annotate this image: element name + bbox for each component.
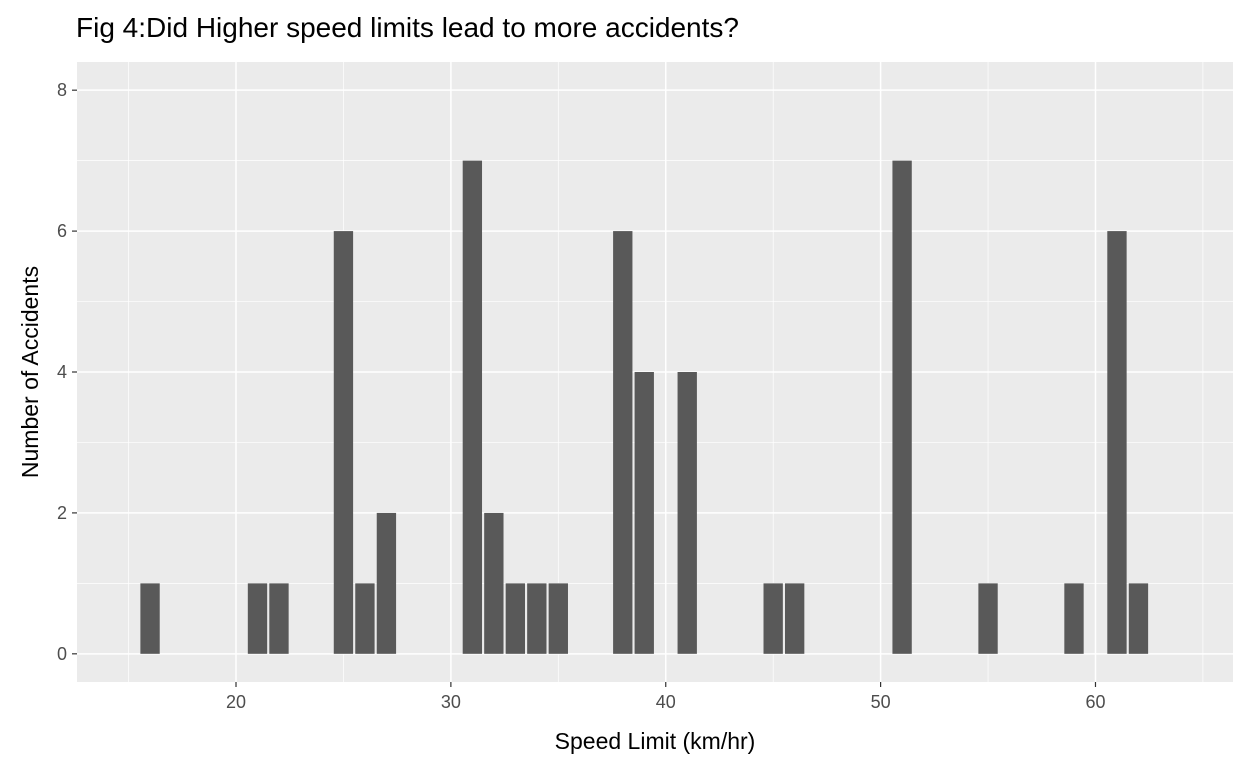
bar — [978, 583, 998, 654]
y-tick-label: 6 — [57, 221, 67, 241]
bars — [140, 160, 1149, 654]
axes: 20 30 40 50 60 0 2 4 6 8 — [57, 80, 1106, 712]
bar — [1107, 231, 1127, 654]
bar — [376, 512, 397, 654]
x-tick-label: 20 — [226, 692, 246, 712]
bar — [140, 583, 160, 654]
bar — [634, 372, 654, 654]
bar — [247, 583, 268, 654]
grid-lines — [77, 62, 1233, 682]
chart-title: Fig 4:Did Higher speed limits lead to mo… — [76, 12, 739, 43]
bar — [784, 583, 805, 654]
y-tick-label: 4 — [57, 362, 67, 382]
bar — [763, 583, 783, 654]
bar — [269, 583, 289, 654]
bar — [527, 583, 547, 654]
bar — [1128, 583, 1149, 654]
bar — [548, 583, 568, 654]
x-tick-label: 60 — [1085, 692, 1105, 712]
x-tick-label: 50 — [871, 692, 891, 712]
x-tick-label: 40 — [656, 692, 676, 712]
bar — [613, 231, 633, 654]
bar — [892, 160, 912, 654]
y-tick-label: 8 — [57, 80, 67, 100]
bar — [677, 372, 697, 654]
bar — [505, 583, 526, 654]
x-tick-label: 30 — [441, 692, 461, 712]
y-tick-label: 2 — [57, 503, 67, 523]
y-tick-label: 0 — [57, 644, 67, 664]
bar — [333, 231, 354, 654]
bar — [1064, 583, 1084, 654]
y-axis-title: Number of Accidents — [17, 266, 43, 478]
x-axis-title: Speed Limit (km/hr) — [555, 728, 756, 754]
bar — [484, 512, 504, 654]
bar — [355, 583, 375, 654]
bar — [462, 160, 483, 654]
